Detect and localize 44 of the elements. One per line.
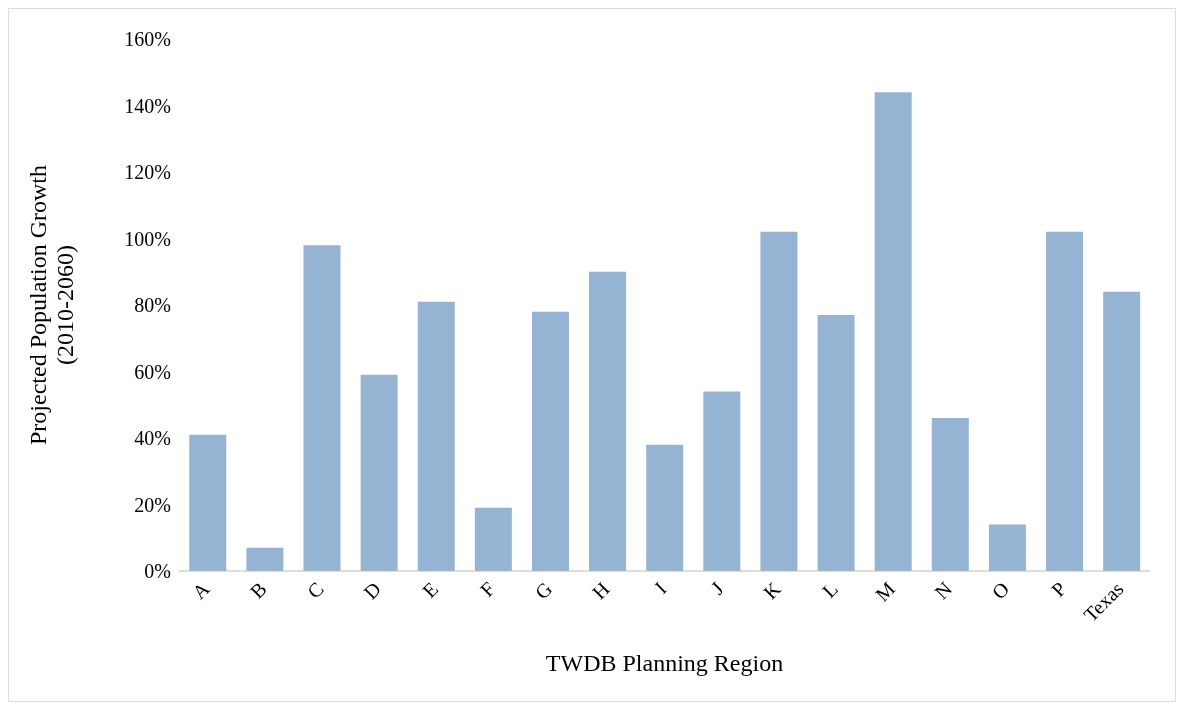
x-tick-label: O: [987, 577, 1014, 604]
y-tick-label: 60%: [134, 360, 171, 383]
x-axis-title: TWDB Planning Region: [545, 650, 784, 676]
y-tick-label: 120%: [124, 161, 171, 184]
bar: [189, 434, 227, 571]
bar: [417, 301, 455, 571]
bar: [760, 231, 798, 571]
x-tick-label: A: [187, 577, 215, 604]
x-tick-label: J: [706, 577, 728, 599]
x-tick-label: N: [930, 577, 957, 604]
x-tick-label: D: [359, 577, 385, 604]
bar: [474, 507, 512, 571]
y-tick-label: 40%: [134, 427, 171, 450]
y-tick-label: 100%: [124, 227, 171, 250]
bar: [874, 92, 912, 571]
x-tick-label: B: [245, 577, 271, 603]
x-tick-label: L: [817, 577, 842, 602]
bar: [1103, 291, 1141, 571]
x-tick-label: M: [870, 577, 900, 606]
x-tick-label: H: [587, 577, 614, 604]
y-axis-title: Projected Population Growth (2010-2060): [25, 165, 78, 445]
bar: [531, 311, 569, 571]
x-tick-label: E: [417, 577, 443, 602]
x-tick-label: G: [530, 577, 557, 604]
y-tick-label: 140%: [124, 94, 171, 117]
y-tick-label: 80%: [134, 294, 171, 317]
bar: [246, 547, 284, 571]
bar: [360, 374, 398, 571]
x-tick-label: P: [1046, 577, 1071, 601]
x-tick-label: I: [650, 577, 671, 598]
x-tick-label: K: [759, 577, 786, 604]
bar: [988, 524, 1026, 571]
bar: [703, 391, 741, 571]
bar: [817, 314, 855, 571]
y-tick-label: 0%: [144, 560, 171, 583]
bar: [1046, 231, 1084, 571]
y-tick-label: 160%: [124, 28, 171, 51]
bar: [589, 271, 627, 571]
x-tick-label: C: [302, 577, 328, 603]
y-tick-label: 20%: [134, 493, 171, 516]
bar: [646, 444, 684, 571]
x-tick-label: F: [475, 577, 500, 601]
bar: [303, 245, 341, 571]
bar: [931, 418, 969, 571]
